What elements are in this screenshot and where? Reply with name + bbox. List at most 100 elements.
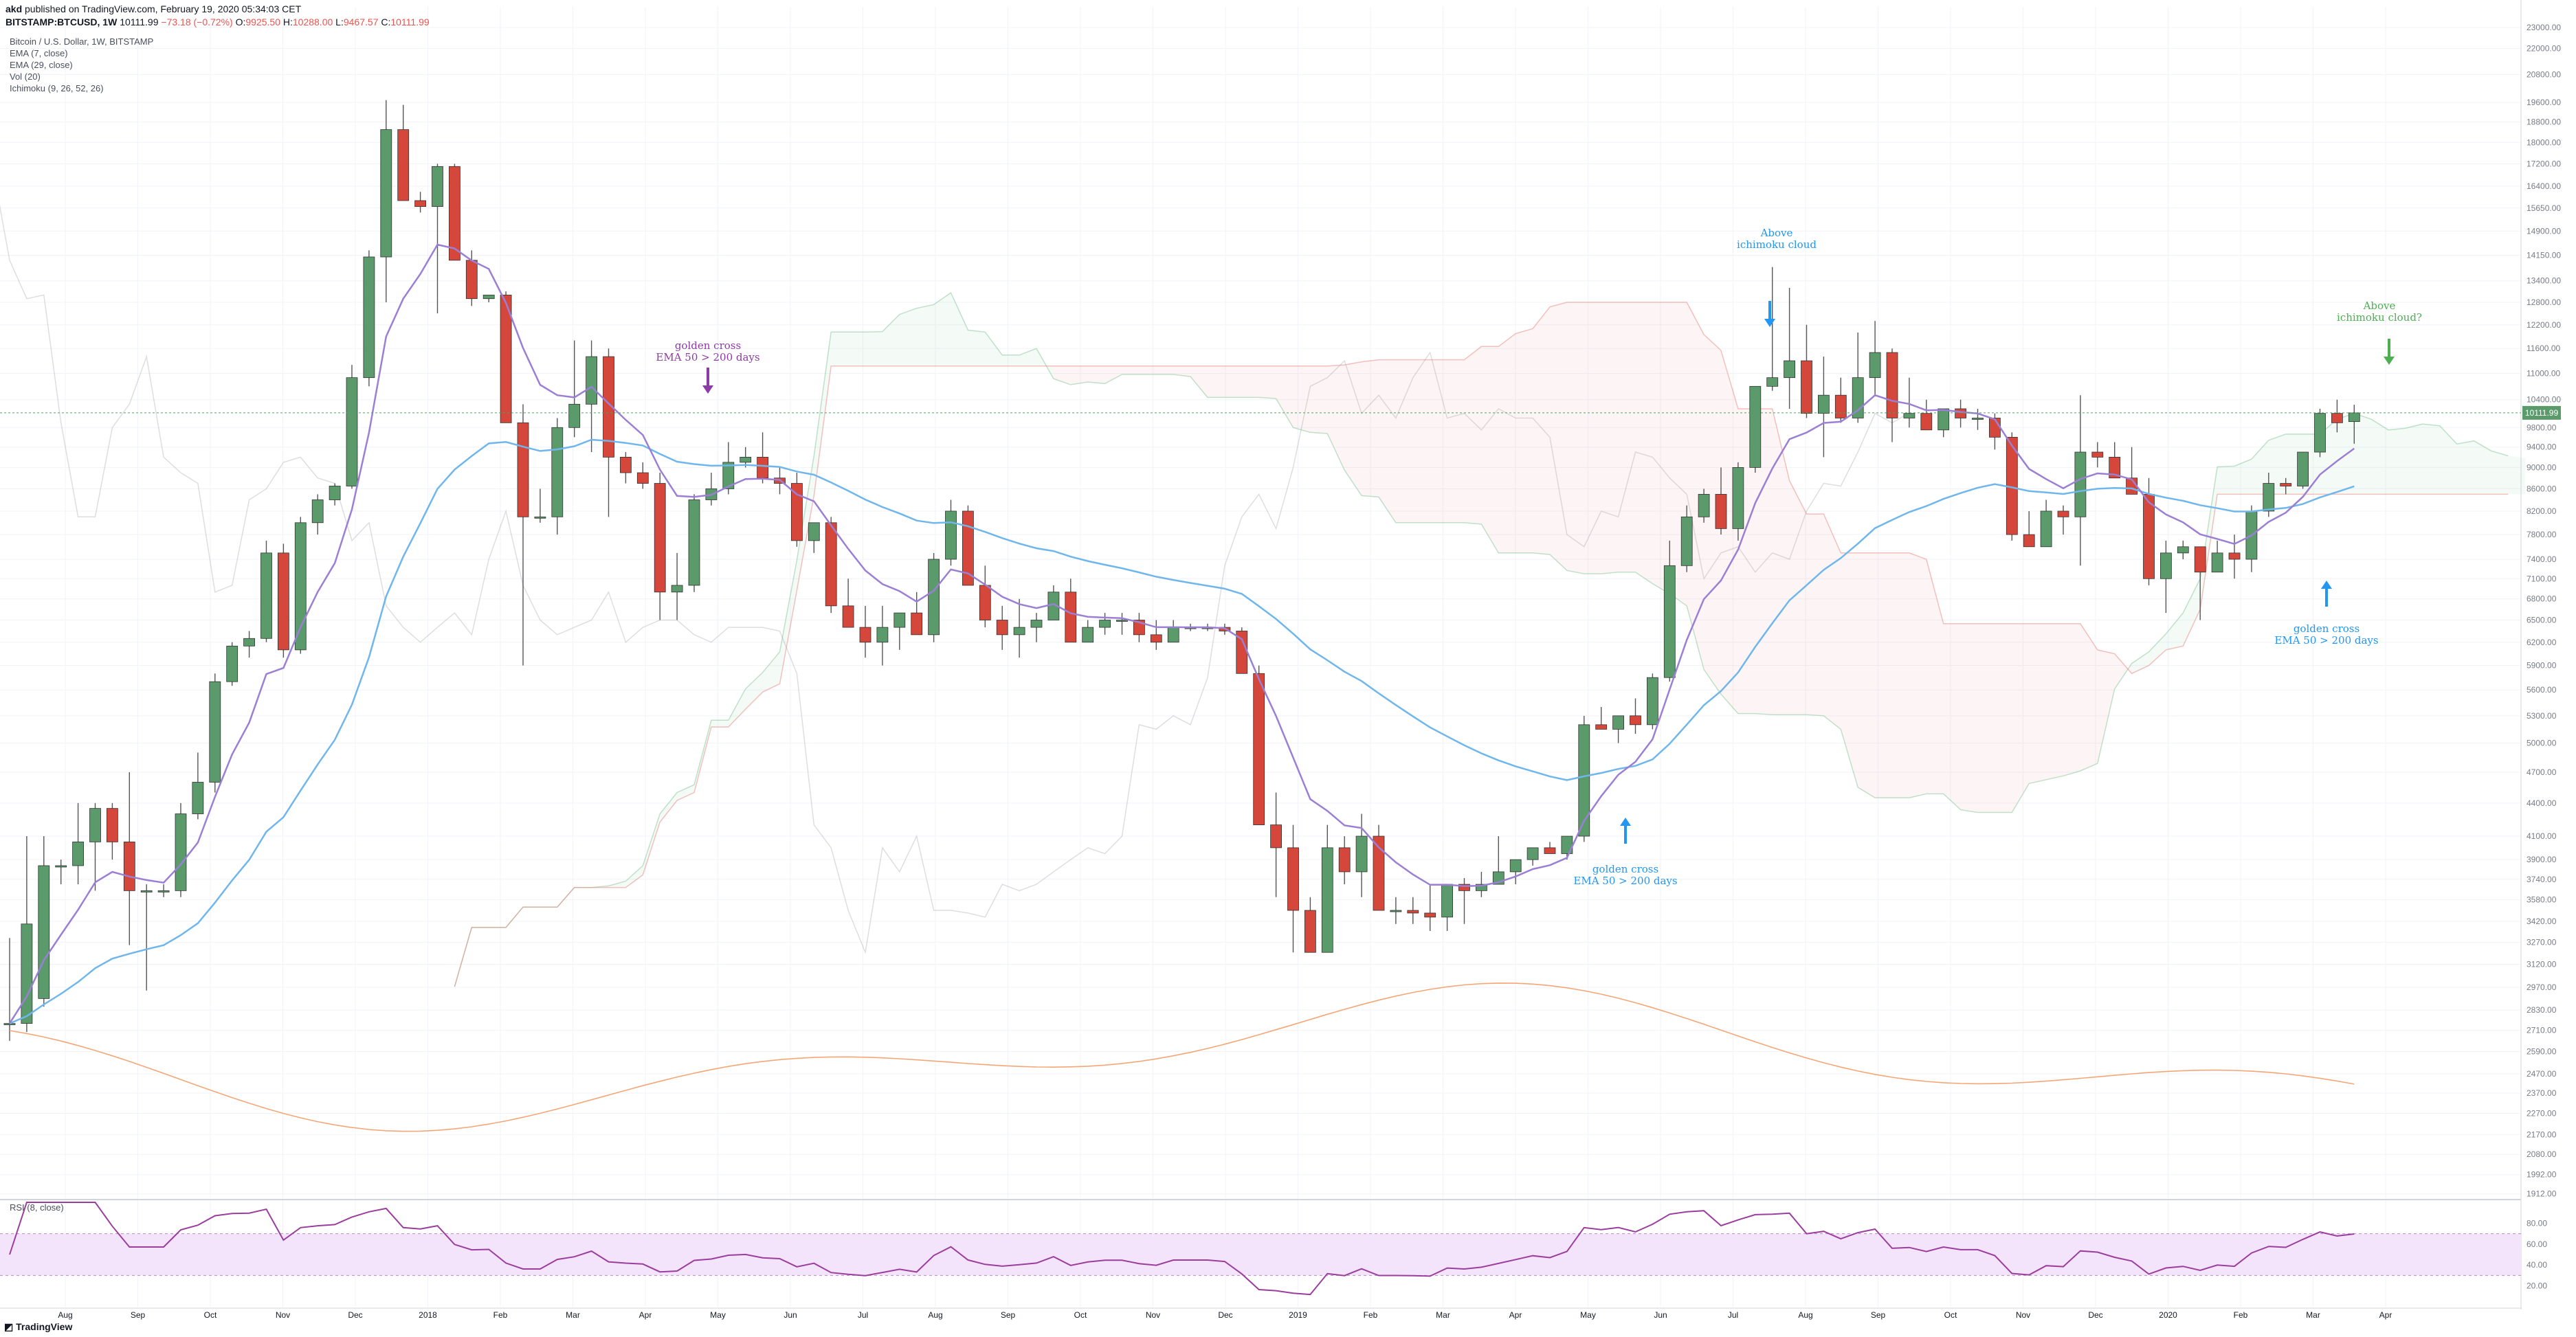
cloud-segment (1019, 348, 1036, 366)
cloud-segment (1687, 302, 1705, 670)
open-label: O: (235, 16, 246, 27)
cloud-segment (1960, 623, 1978, 813)
candle (825, 522, 837, 607)
cloud-segment (1258, 366, 1276, 399)
candle (1630, 715, 1641, 726)
cloud-segment (1087, 366, 1105, 384)
candle (2143, 494, 2155, 579)
annotation-text: ichimoku cloud (1737, 238, 1817, 251)
last-price: 10111.99 (120, 16, 159, 27)
y-tick-label: 2170.00 (2527, 1130, 2557, 1139)
candle (380, 129, 392, 258)
cloud-segment (1515, 328, 1533, 553)
candle (2159, 552, 2172, 579)
cloud-segment (1224, 366, 1242, 398)
y-tick-label: 5000.00 (2527, 739, 2557, 748)
cloud-segment (865, 331, 882, 366)
y-tick-label: 11000.00 (2527, 368, 2560, 378)
candle (482, 295, 495, 300)
candle (2091, 451, 2104, 458)
candle (140, 890, 153, 892)
candle (1030, 620, 1043, 628)
y-tick-label: 4400.00 (2527, 798, 2557, 808)
candle (1338, 847, 1351, 873)
candle (1116, 620, 1128, 622)
cloud-segment (2508, 456, 2526, 495)
candles (3, 100, 2360, 1041)
cloud-segment (1481, 346, 1499, 553)
low-value: 9467.57 (343, 16, 379, 27)
candle (500, 295, 512, 423)
cloud-segment (660, 792, 678, 822)
candle (1355, 835, 1368, 873)
x-tick-label: 2019 (1289, 1310, 1307, 1320)
y-tick-label: 2710.00 (2527, 1026, 2557, 1035)
cloud-segment (1943, 623, 1961, 810)
legend-ema7[interactable]: EMA (7, close) (10, 48, 68, 58)
candle (2280, 483, 2292, 486)
y-tick-label: 11600.00 (2527, 344, 2560, 353)
symbol[interactable]: BITSTAMP:BTCUSD, 1W (5, 16, 118, 27)
candle (1698, 494, 1710, 517)
tradingview-logo-text: TradingView (16, 1321, 73, 1332)
legend-ema29[interactable]: EMA (29, close) (10, 60, 73, 70)
legend-ichimoku[interactable]: Ichimoku (9, 26, 52, 26) (10, 83, 104, 93)
annotation-text: EMA 50 > 200 days (656, 351, 759, 363)
cloud-segment (1772, 408, 1790, 715)
candle (1715, 494, 1727, 529)
y-tick-label: 9000.00 (2527, 462, 2557, 472)
legend-vol[interactable]: Vol (20) (10, 71, 41, 82)
x-tick-label: Dec (348, 1310, 362, 1320)
cloud-segment (2148, 633, 2166, 666)
candle (397, 129, 410, 201)
y-tick-label: 3740.00 (2527, 875, 2557, 884)
candle (1920, 413, 1933, 431)
cloud-segment (2354, 413, 2372, 495)
candle (620, 457, 632, 473)
cloud-segment (2439, 425, 2457, 495)
y-tick-label: 5900.00 (2527, 661, 2557, 671)
cloud-segment (1704, 334, 1721, 695)
candle (1424, 912, 1436, 918)
senkou-span-b (454, 302, 2509, 987)
cloud-segment (1310, 366, 1328, 434)
candle (996, 620, 1008, 636)
candle (1595, 724, 1608, 730)
cloud-segment (1344, 361, 1362, 496)
candle (2297, 451, 2309, 486)
y-tick-label: 15650.00 (2527, 203, 2561, 213)
cloud-segment (2012, 623, 2030, 813)
tradingview-logo[interactable]: ◩ TradingView (4, 1321, 72, 1333)
candle (2194, 546, 2206, 573)
candle (209, 681, 221, 783)
candle (791, 483, 803, 541)
candle (2331, 413, 2343, 423)
candle (1612, 715, 1625, 730)
candle (1099, 620, 1111, 628)
rsi-line (9, 1202, 2355, 1296)
cloud-segment (1156, 366, 1174, 374)
candle (1270, 824, 1282, 849)
candle (55, 865, 67, 868)
candle (2314, 413, 2326, 453)
annotation-text: EMA 50 > 200 days (1573, 875, 1677, 887)
y-tick-label: 5600.00 (2527, 685, 2557, 695)
author[interactable]: akd (5, 3, 23, 14)
legend-title[interactable]: Bitcoin / U.S. Dollar, 1W, BITSTAMP (10, 36, 154, 47)
candle (1817, 394, 1830, 414)
last-price-tag-text: 10111.99 (2525, 408, 2559, 418)
annotation-arrowhead (702, 385, 713, 394)
candle (2177, 546, 2189, 554)
candle (38, 865, 50, 999)
cloud-segment (677, 785, 694, 800)
x-tick-label: May (710, 1310, 726, 1320)
y-tick-label: 6200.00 (2527, 638, 2557, 647)
y-tick-label: 17200.00 (2527, 159, 2561, 168)
cloud-segment (694, 720, 711, 793)
candle (688, 499, 700, 586)
y-tick-label: 2590.00 (2527, 1047, 2557, 1057)
cloud-segment (1601, 302, 1619, 574)
candle (1441, 884, 1454, 918)
